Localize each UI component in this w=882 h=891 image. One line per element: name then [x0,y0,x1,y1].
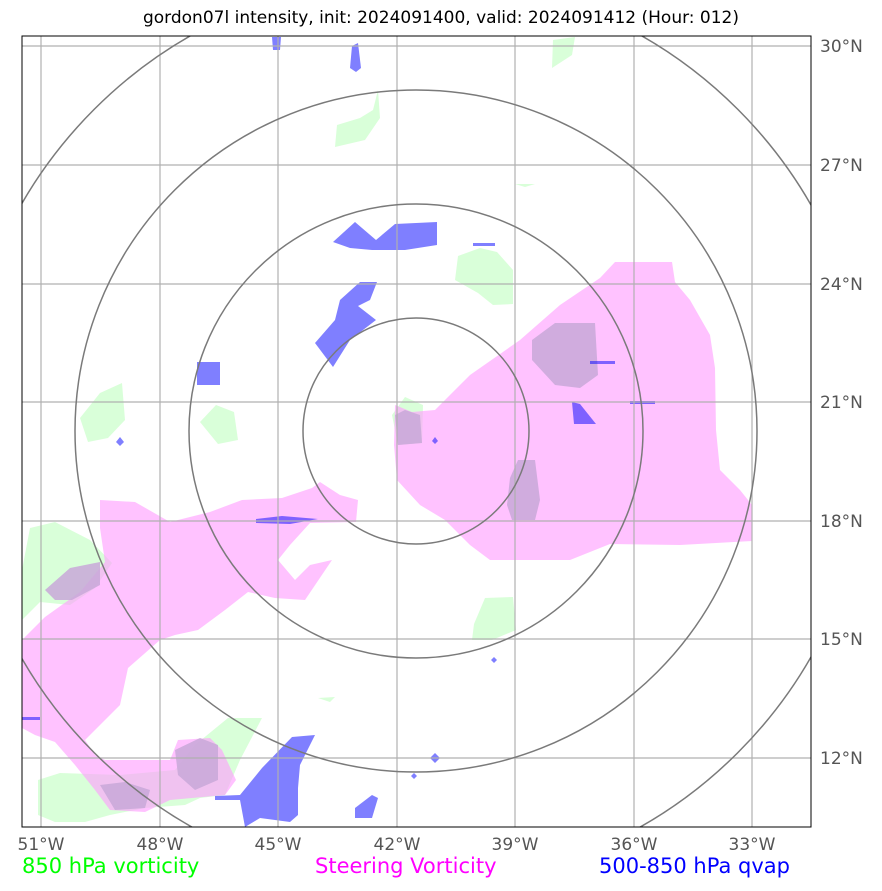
lat-tick-label: 21°N [820,393,863,413]
lat-tick-label: 12°N [820,749,863,769]
plot-frame [21,35,812,828]
map-title: gordon07l intensity, init: 2024091400, v… [142,8,739,28]
legend-850-vorticity: 850 hPa vorticity [22,854,200,878]
lon-tick-label: 42°W [374,835,421,855]
lon-tick-label: 36°W [611,835,658,855]
lon-tick-label: 48°W [137,835,184,855]
lat-tick-labels: 30°N 27°N 24°N 21°N 18°N 15°N 12°N [820,37,863,769]
lon-tick-label: 33°W [729,835,776,855]
lat-tick-label: 27°N [820,156,863,176]
lat-tick-label: 18°N [820,512,863,532]
lon-tick-labels: 51°W 48°W 45°W 42°W 39°W 36°W 33°W [18,835,776,855]
lon-tick-label: 39°W [492,835,539,855]
lon-tick-label: 45°W [255,835,302,855]
overlap-layer [45,323,598,810]
legend-qvap: 500-850 hPa qvap [599,854,790,878]
lat-tick-label: 30°N [820,37,863,57]
graticule [22,36,811,827]
lat-tick-label: 24°N [820,275,863,295]
lon-tick-label: 51°W [18,835,65,855]
steering-layer [22,262,752,812]
legend-steering-vorticity: Steering Vorticity [315,854,497,878]
lat-tick-label: 15°N [820,630,863,650]
